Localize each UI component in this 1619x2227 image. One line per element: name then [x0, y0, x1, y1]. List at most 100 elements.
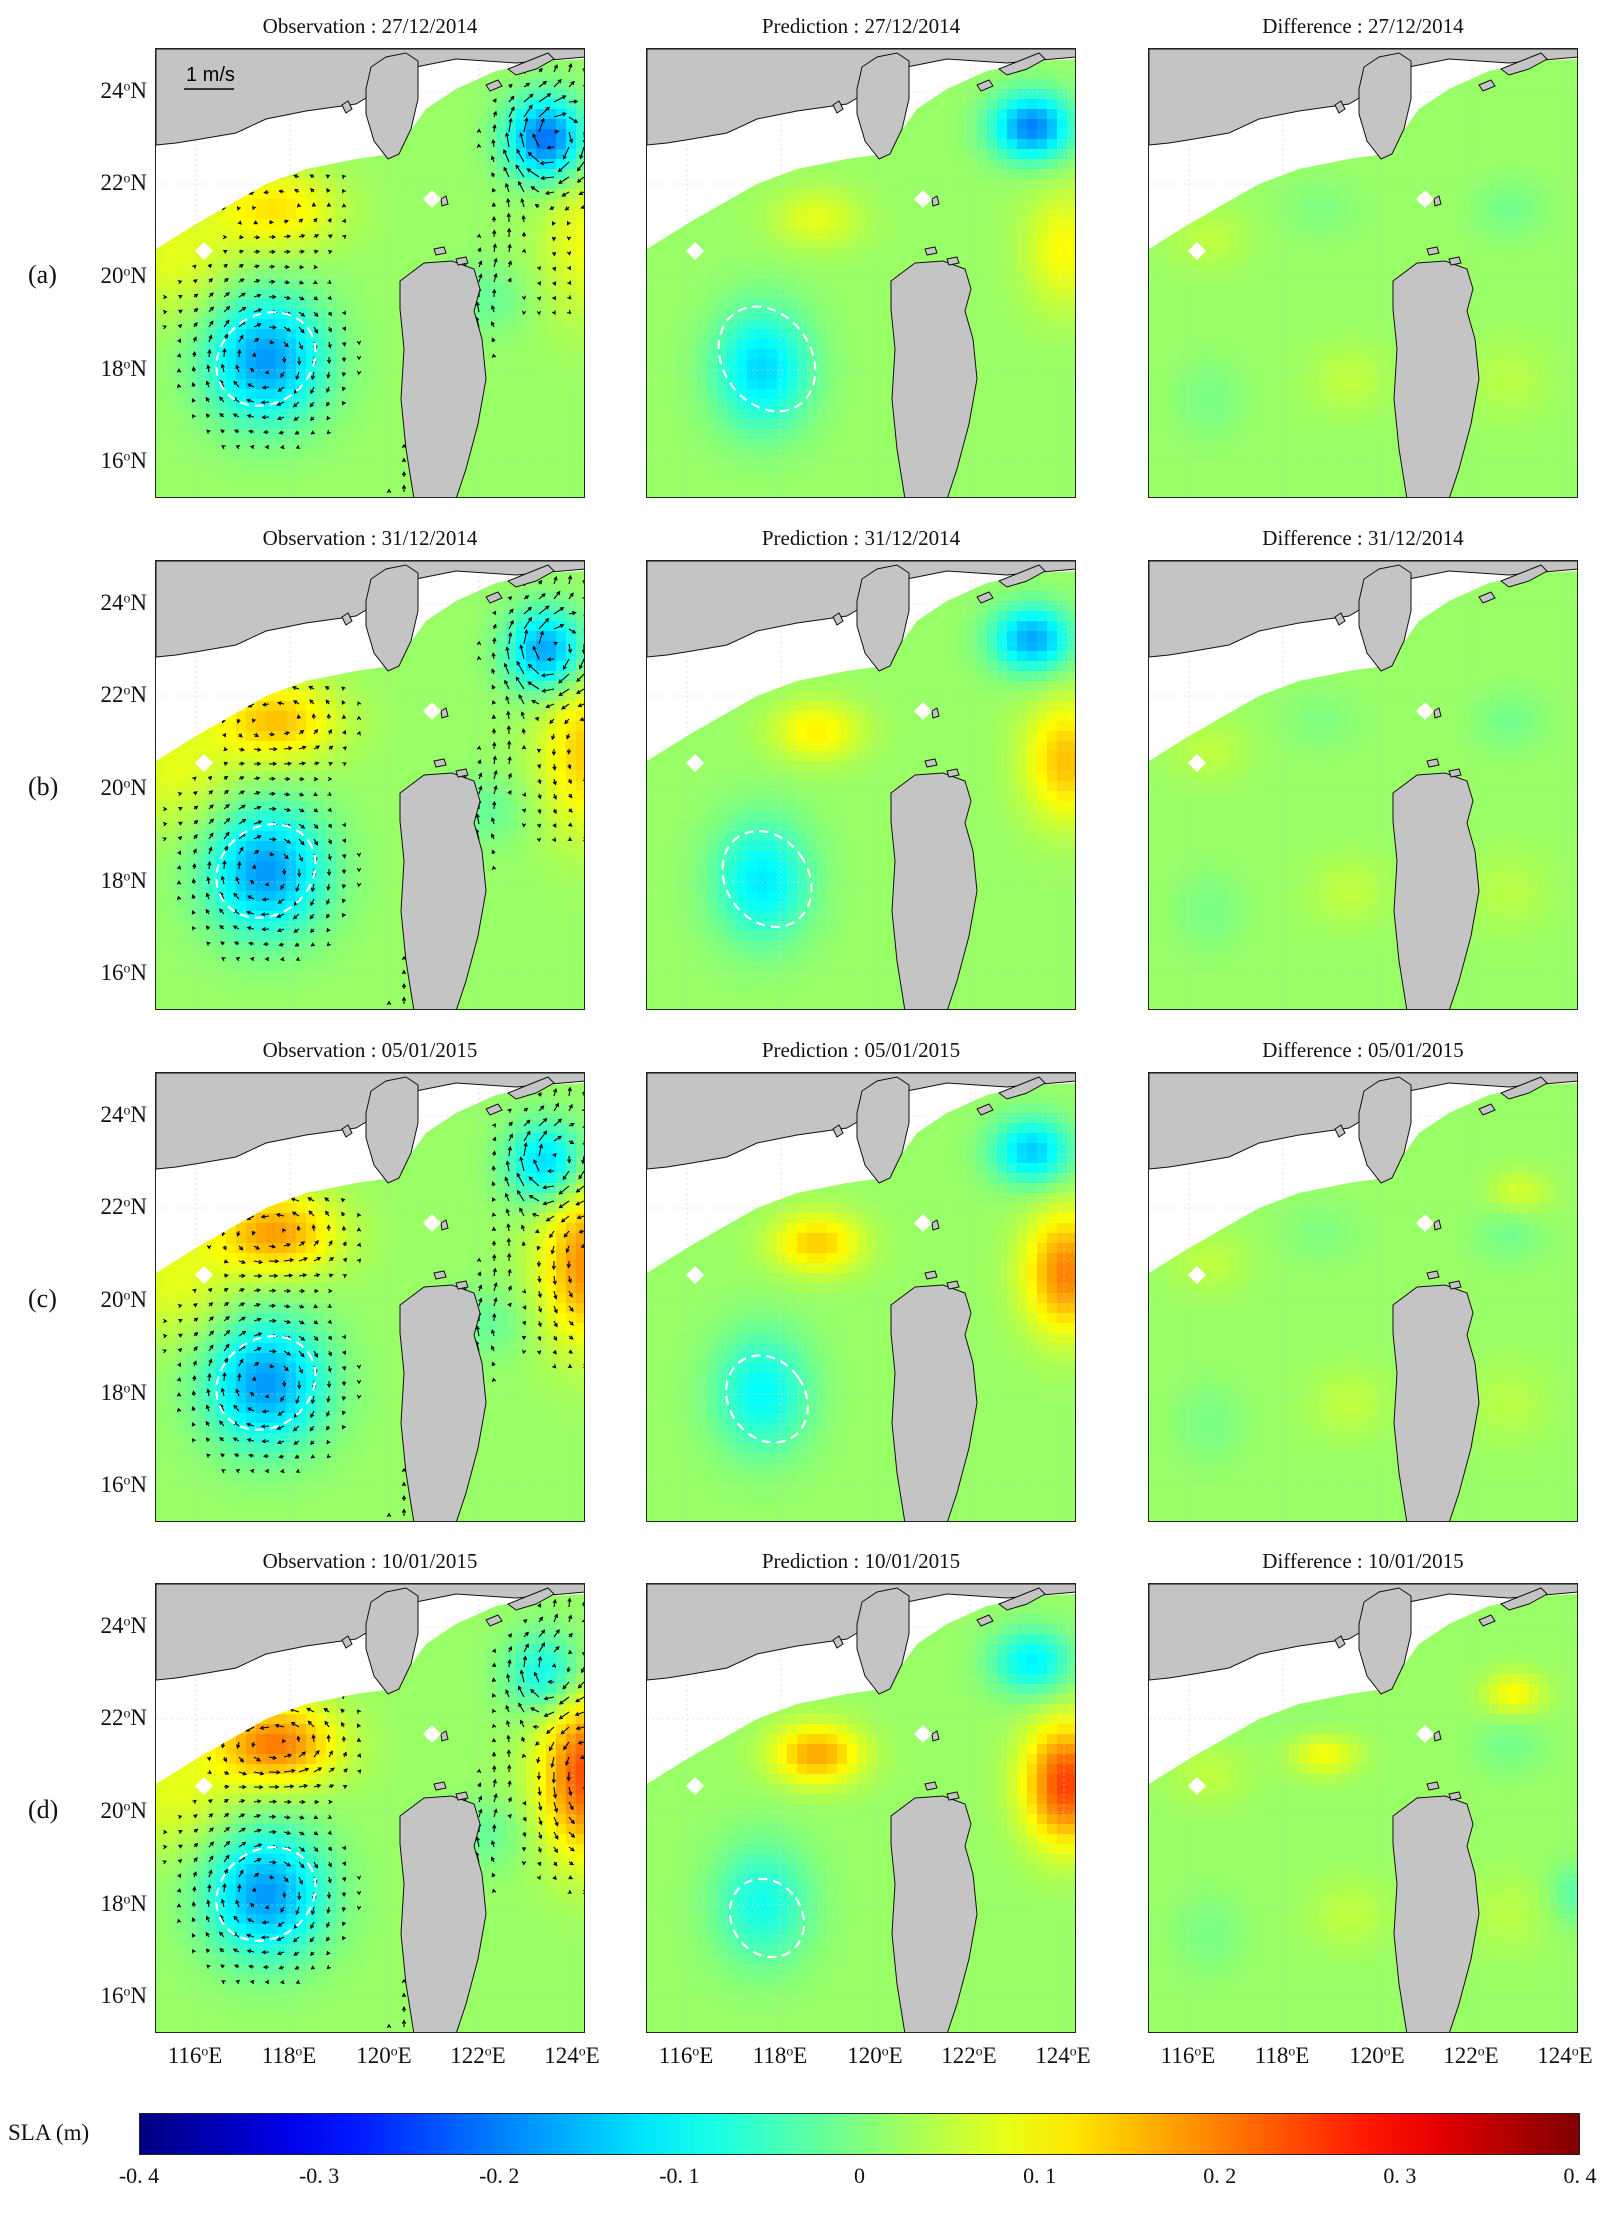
latitude-label: 18oN [59, 1891, 147, 1917]
longitude-label: 122oE [1421, 2043, 1521, 2069]
taiwan-land [1358, 1076, 1412, 1184]
graticule [647, 49, 1075, 497]
graticule [1149, 1073, 1577, 1521]
latitude-label: 22oN [59, 682, 147, 708]
latitude-label: 22oN [59, 170, 147, 196]
calayan-island [946, 768, 960, 778]
land [1149, 1073, 1577, 1521]
map-panel-obs: 1 m/s [155, 48, 585, 498]
calayan-island [455, 1280, 469, 1290]
panel-title: Observation : 27/12/2014 [120, 14, 620, 38]
china-coast-land [647, 49, 1075, 146]
colorbar-title: SLA (m) [8, 2120, 89, 2146]
ryukyu-island-1 [997, 52, 1046, 76]
latitude-label: 18oN [59, 356, 147, 382]
penghu-island [341, 612, 353, 626]
luzon-land [890, 772, 978, 1009]
masked-grid-point-2 [914, 1214, 932, 1232]
batanes-island [440, 195, 449, 207]
longitude-label: 120oE [334, 2043, 434, 2069]
ryukyu-island-2 [1478, 1103, 1496, 1116]
latitude-label: 24oN [59, 1102, 147, 1128]
ryukyu-island-1 [506, 1076, 555, 1100]
luzon-land [399, 772, 487, 1009]
masked-grid-point-2 [423, 1214, 441, 1232]
map-canvas [1149, 1073, 1577, 1521]
luzon-land [1392, 260, 1480, 497]
panel-title: Difference : 05/01/2015 [1113, 1038, 1613, 1062]
latitude-label: 22oN [59, 1194, 147, 1220]
latitude-label: 22oN [59, 1705, 147, 1731]
masked-grid-point-2 [914, 702, 932, 720]
land [156, 1584, 584, 2032]
babuyan-island [1426, 246, 1440, 256]
masked-grid-point-1 [686, 1777, 704, 1795]
land [156, 49, 584, 497]
batanes-island [1433, 195, 1442, 207]
panel-title: Prediction : 27/12/2014 [611, 14, 1111, 38]
luzon-land [890, 1284, 978, 1521]
penghu-island [341, 100, 353, 114]
panel-title: Observation : 10/01/2015 [120, 1549, 620, 1573]
ryukyu-island-1 [506, 1587, 555, 1611]
china-coast-land [1149, 561, 1577, 658]
taiwan-land [365, 1076, 419, 1184]
ryukyu-island-1 [506, 564, 555, 588]
masked-grid-point-1 [686, 242, 704, 260]
taiwan-land [365, 1587, 419, 1695]
ryukyu-island-2 [976, 591, 994, 604]
babuyan-island [924, 1270, 938, 1280]
colorbar-tick-label: -0. 4 [94, 2164, 184, 2188]
penghu-island [341, 1635, 353, 1649]
ryukyu-island-1 [506, 52, 555, 76]
masked-grid-point-1 [195, 1777, 213, 1795]
map-panel-diff [1148, 560, 1578, 1010]
calayan-island [455, 256, 469, 266]
ryukyu-island-1 [1499, 52, 1548, 76]
longitude-label: 122oE [428, 2043, 528, 2069]
map-canvas [647, 561, 1075, 1009]
penghu-island [832, 1124, 844, 1138]
colorbar-tick-label: -0. 3 [274, 2164, 364, 2188]
calayan-island [946, 256, 960, 266]
taiwan-land [856, 52, 910, 160]
map-panel-pred [646, 560, 1076, 1010]
ryukyu-island-2 [1478, 591, 1496, 604]
map-panel-obs [155, 1583, 585, 2033]
ryukyu-island-2 [976, 79, 994, 92]
map-panel-diff [1148, 1583, 1578, 2033]
eddy-contour [721, 829, 813, 929]
batanes-island [1433, 1730, 1442, 1742]
panel-title: Prediction : 05/01/2015 [611, 1038, 1111, 1062]
batanes-island [1433, 707, 1442, 719]
colorbar-tick-label: 0. 3 [1355, 2164, 1445, 2188]
masked-grid-point-2 [1416, 190, 1434, 208]
map-canvas [156, 1584, 584, 2032]
luzon-land [1392, 1795, 1480, 2032]
ryukyu-island-1 [1499, 1076, 1548, 1100]
masked-grid-point-2 [1416, 702, 1434, 720]
map-canvas: 1 m/s [156, 49, 584, 497]
calayan-island [1448, 1791, 1462, 1801]
longitude-label: 116oE [636, 2043, 736, 2069]
luzon-land [1392, 1284, 1480, 1521]
masked-grid-point-1 [1188, 1266, 1206, 1284]
penghu-island [1334, 612, 1346, 626]
map-panel-pred [646, 1072, 1076, 1522]
taiwan-land [856, 1076, 910, 1184]
eddy-contour [725, 1354, 809, 1444]
longitude-label: 118oE [1232, 2043, 1332, 2069]
row-label: (b) [28, 772, 58, 802]
taiwan-land [1358, 564, 1412, 672]
batanes-island [440, 707, 449, 719]
penghu-island [1334, 1635, 1346, 1649]
latitude-label: 20oN [59, 1798, 147, 1824]
china-coast-land [647, 1584, 1075, 1681]
china-coast-land [1149, 1073, 1577, 1170]
masked-grid-point-2 [423, 190, 441, 208]
longitude-label: 122oE [919, 2043, 1019, 2069]
map-panel-diff [1148, 48, 1578, 498]
penghu-island [1334, 100, 1346, 114]
ryukyu-island-1 [997, 1587, 1046, 1611]
longitude-label: 124oE [1515, 2043, 1615, 2069]
